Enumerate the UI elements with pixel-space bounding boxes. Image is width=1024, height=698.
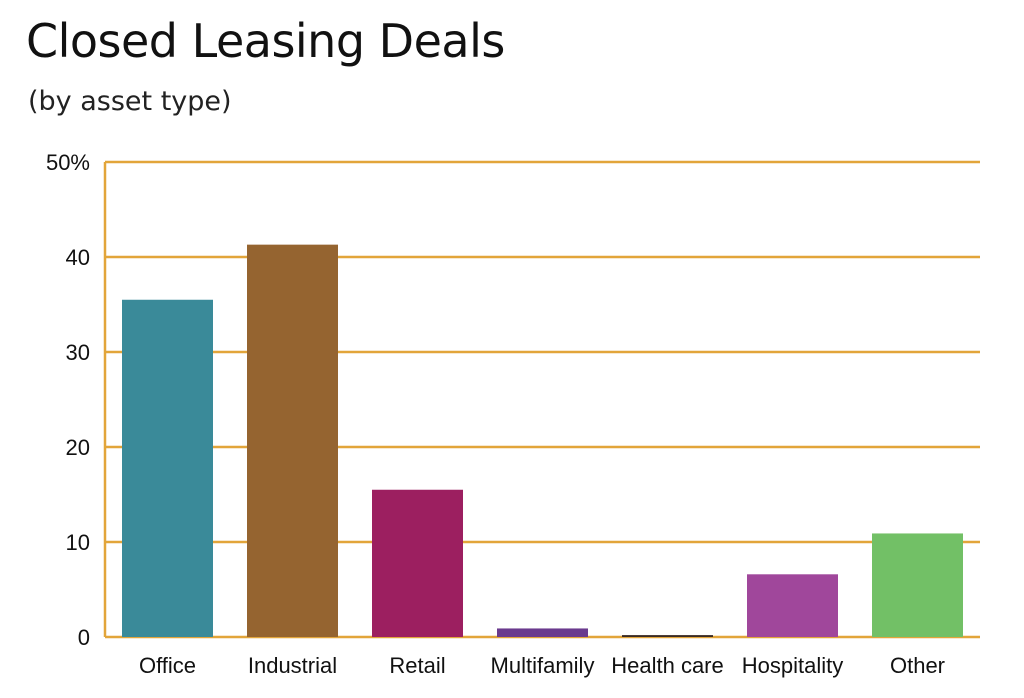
y-tick-label: 30 bbox=[66, 340, 90, 365]
y-tick-label: 20 bbox=[66, 435, 90, 460]
bars bbox=[122, 244, 963, 637]
bar-hospitality bbox=[747, 574, 838, 637]
y-tick-label: 10 bbox=[66, 530, 90, 555]
x-category-label: Hospitality bbox=[742, 653, 843, 678]
bar-health-care bbox=[622, 635, 713, 637]
grid-lines bbox=[103, 160, 980, 639]
y-tick-label: 0 bbox=[78, 625, 90, 650]
bar-industrial bbox=[247, 244, 338, 637]
y-tick-label: 50% bbox=[46, 150, 90, 175]
bar-retail bbox=[372, 489, 463, 637]
x-category-label: Office bbox=[139, 653, 196, 678]
x-category-label: Other bbox=[890, 653, 945, 678]
bar-other bbox=[872, 533, 963, 637]
chart-subtitle: (by asset type) bbox=[28, 86, 232, 117]
y-axis-ticks: 0 10 20 30 40 50% bbox=[46, 150, 90, 650]
x-category-label: Retail bbox=[389, 653, 445, 678]
x-category-label: Multifamily bbox=[491, 653, 595, 678]
bar-multifamily bbox=[497, 628, 588, 637]
x-axis-labels: Office Industrial Retail Multifamily Health … bbox=[139, 653, 945, 678]
y-tick-label: 40 bbox=[66, 245, 90, 270]
chart-title: Closed Leasing Deals bbox=[26, 14, 505, 68]
bar-office bbox=[122, 299, 213, 637]
x-category-label: Health care bbox=[611, 653, 724, 678]
x-category-label: Industrial bbox=[248, 653, 337, 678]
